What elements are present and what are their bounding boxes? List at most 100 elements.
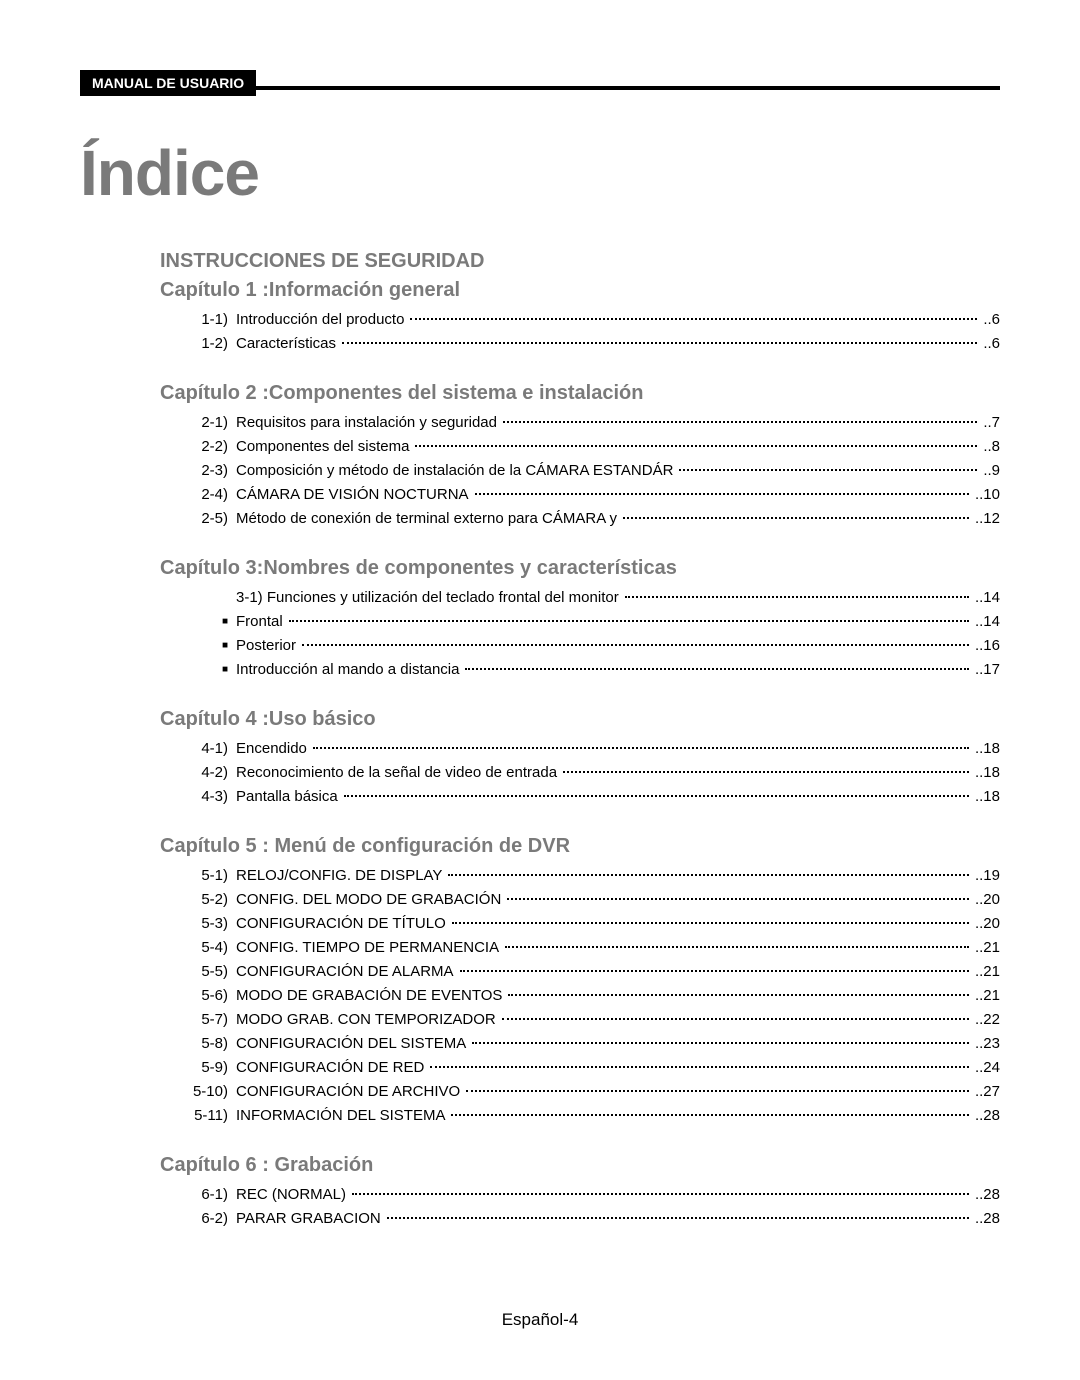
toc-entry-page: ..23 bbox=[971, 1032, 1000, 1056]
toc-entry-page: ..24 bbox=[971, 1056, 1000, 1080]
toc-entry-text: Componentes del sistema bbox=[236, 435, 413, 459]
toc-entry-page: ..18 bbox=[971, 761, 1000, 785]
section-heading: Capítulo 4 :Uso básico bbox=[160, 708, 1000, 731]
toc-leader-dots bbox=[313, 747, 969, 749]
toc-entry: 2-4)CÁMARA DE VISIÓN NOCTURNA ..10 bbox=[180, 483, 1000, 507]
toc-entry-page: ..16 bbox=[971, 634, 1000, 658]
toc-entry-number: 4-1) bbox=[180, 737, 236, 761]
toc-entry: 4-2)Reconocimiento de la señal de video … bbox=[180, 761, 1000, 785]
toc-entry: 4-1)Encendido ..18 bbox=[180, 737, 1000, 761]
toc-entry-text: REC (NORMAL) bbox=[236, 1183, 350, 1207]
toc-entry-page: ..18 bbox=[971, 737, 1000, 761]
toc-entry-number: 5-3) bbox=[180, 912, 236, 936]
toc-entry-number: 1-2) bbox=[180, 332, 236, 356]
toc-entry-text: CONFIGURACIÓN DE TÍTULO bbox=[236, 912, 450, 936]
toc-entry-page: ..12 bbox=[971, 507, 1000, 531]
toc-entry-page: ..21 bbox=[971, 936, 1000, 960]
toc-entry: 5-2)CONFIG. DEL MODO DE GRABACIÓN ..20 bbox=[180, 888, 1000, 912]
toc-container: INSTRUCCIONES DE SEGURIDADCapítulo 1 :In… bbox=[80, 250, 1000, 1231]
toc-entry-text: Método de conexión de terminal externo p… bbox=[236, 507, 621, 531]
toc-list: 1-1)Introducción del producto..61-2)Cara… bbox=[180, 308, 1000, 356]
toc-entry: 5-7)MODO GRAB. CON TEMPORIZADOR..22 bbox=[180, 1008, 1000, 1032]
toc-entry-page: ..6 bbox=[979, 308, 1000, 332]
toc-entry-text: INFORMACIÓN DEL SISTEMA bbox=[236, 1104, 449, 1128]
toc-entry-page: ..10 bbox=[971, 483, 1000, 507]
toc-bullet-icon: ■ bbox=[180, 658, 236, 682]
toc-entry-text: Requisitos para instalación y seguridad bbox=[236, 411, 501, 435]
toc-entry-number: 2-5) bbox=[180, 507, 236, 531]
toc-entry: 5-6)MODO DE GRABACIÓN DE EVENTOS..21 bbox=[180, 984, 1000, 1008]
toc-entry-page: ..20 bbox=[971, 912, 1000, 936]
toc-entry: 1-1)Introducción del producto..6 bbox=[180, 308, 1000, 332]
toc-list: 2-1)Requisitos para instalación y seguri… bbox=[180, 411, 1000, 531]
toc-leader-dots bbox=[563, 771, 969, 773]
toc-entry-text: CONFIGURACIÓN DE RED bbox=[236, 1056, 428, 1080]
toc-entry-text: MODO GRAB. CON TEMPORIZADOR bbox=[236, 1008, 500, 1032]
toc-entry: 5-1)RELOJ/CONFIG. DE DISPLAY..19 bbox=[180, 864, 1000, 888]
toc-entry-page: ..19 bbox=[971, 864, 1000, 888]
toc-list: 6-1)REC (NORMAL)..286-2)PARAR GRABACION.… bbox=[180, 1183, 1000, 1231]
header-label: MANUAL DE USUARIO bbox=[80, 70, 256, 96]
toc-leader-dots bbox=[342, 342, 977, 344]
toc-entry: 3-1) Funciones y utilización del teclado… bbox=[180, 586, 1000, 610]
toc-leader-dots bbox=[475, 493, 969, 495]
toc-entry-number: 5-7) bbox=[180, 1008, 236, 1032]
page: MANUAL DE USUARIO Índice INSTRUCCIONES D… bbox=[0, 0, 1080, 1380]
toc-entry-number: 6-1) bbox=[180, 1183, 236, 1207]
toc-entry-number: 5-1) bbox=[180, 864, 236, 888]
toc-bullet-icon: ■ bbox=[180, 634, 236, 658]
toc-leader-dots bbox=[302, 644, 969, 646]
toc-entry: ■Introducción al mando a distancia ..17 bbox=[180, 658, 1000, 682]
toc-entry-text: CONFIGURACIÓN DE ARCHIVO bbox=[236, 1080, 464, 1104]
toc-entry-text: 3-1) Funciones y utilización del teclado… bbox=[236, 586, 623, 610]
toc-leader-dots bbox=[508, 994, 969, 996]
toc-entry: 2-5)Método de conexión de terminal exter… bbox=[180, 507, 1000, 531]
toc-entry-page: ..17 bbox=[971, 658, 1000, 682]
toc-entry-number: 5-5) bbox=[180, 960, 236, 984]
header-rule bbox=[256, 86, 1000, 90]
toc-leader-dots bbox=[451, 1114, 969, 1116]
toc-leader-dots bbox=[503, 421, 977, 423]
toc-entry-page: ..9 bbox=[979, 459, 1000, 483]
toc-entry-number: 5-4) bbox=[180, 936, 236, 960]
toc-entry: 5-4)CONFIG. TIEMPO DE PERMANENCIA ..21 bbox=[180, 936, 1000, 960]
toc-entry: 2-2)Componentes del sistema ..8 bbox=[180, 435, 1000, 459]
toc-entry-number: 6-2) bbox=[180, 1207, 236, 1231]
toc-leader-dots bbox=[679, 469, 977, 471]
toc-entry-number: 5-11) bbox=[180, 1104, 236, 1128]
toc-entry-number: 5-8) bbox=[180, 1032, 236, 1056]
toc-entry: ■Frontal..14 bbox=[180, 610, 1000, 634]
toc-entry: 2-3)Composición y método de instalación … bbox=[180, 459, 1000, 483]
page-title: Índice bbox=[80, 136, 1000, 210]
toc-entry: 5-10)CONFIGURACIÓN DE ARCHIVO..27 bbox=[180, 1080, 1000, 1104]
toc-entry-number: 5-2) bbox=[180, 888, 236, 912]
toc-entry-text: CÁMARA DE VISIÓN NOCTURNA bbox=[236, 483, 473, 507]
toc-entry: 5-8)CONFIGURACIÓN DEL SISTEMA..23 bbox=[180, 1032, 1000, 1056]
toc-entry: 5-9)CONFIGURACIÓN DE RED..24 bbox=[180, 1056, 1000, 1080]
toc-entry-text: Encendido bbox=[236, 737, 311, 761]
toc-leader-dots bbox=[472, 1042, 969, 1044]
toc-entry-page: ..6 bbox=[979, 332, 1000, 356]
toc-entry: ■Posterior..16 bbox=[180, 634, 1000, 658]
toc-entry-number: 2-3) bbox=[180, 459, 236, 483]
toc-entry-text: CONFIG. DEL MODO DE GRABACIÓN bbox=[236, 888, 505, 912]
toc-leader-dots bbox=[466, 1090, 969, 1092]
toc-entry-number: 2-2) bbox=[180, 435, 236, 459]
toc-entry-text: CONFIG. TIEMPO DE PERMANENCIA bbox=[236, 936, 503, 960]
toc-entry-number: 4-3) bbox=[180, 785, 236, 809]
section-heading: Capítulo 6 : Grabación bbox=[160, 1154, 1000, 1177]
toc-entry-page: ..14 bbox=[971, 610, 1000, 634]
toc-entry-page: ..8 bbox=[979, 435, 1000, 459]
toc-leader-dots bbox=[415, 445, 977, 447]
toc-list: 4-1)Encendido ..184-2)Reconocimiento de l… bbox=[180, 737, 1000, 809]
toc-entry: 6-1)REC (NORMAL)..28 bbox=[180, 1183, 1000, 1207]
toc-entry-page: ..20 bbox=[971, 888, 1000, 912]
toc-leader-dots bbox=[452, 922, 969, 924]
toc-leader-dots bbox=[448, 874, 969, 876]
toc-entry-number: 2-4) bbox=[180, 483, 236, 507]
toc-bullet-icon: ■ bbox=[180, 610, 236, 634]
toc-entry: 6-2)PARAR GRABACION..28 bbox=[180, 1207, 1000, 1231]
toc-entry-text: Introducción al mando a distancia bbox=[236, 658, 463, 682]
toc-entry-page: ..28 bbox=[971, 1207, 1000, 1231]
toc-entry-number: 5-10) bbox=[180, 1080, 236, 1104]
